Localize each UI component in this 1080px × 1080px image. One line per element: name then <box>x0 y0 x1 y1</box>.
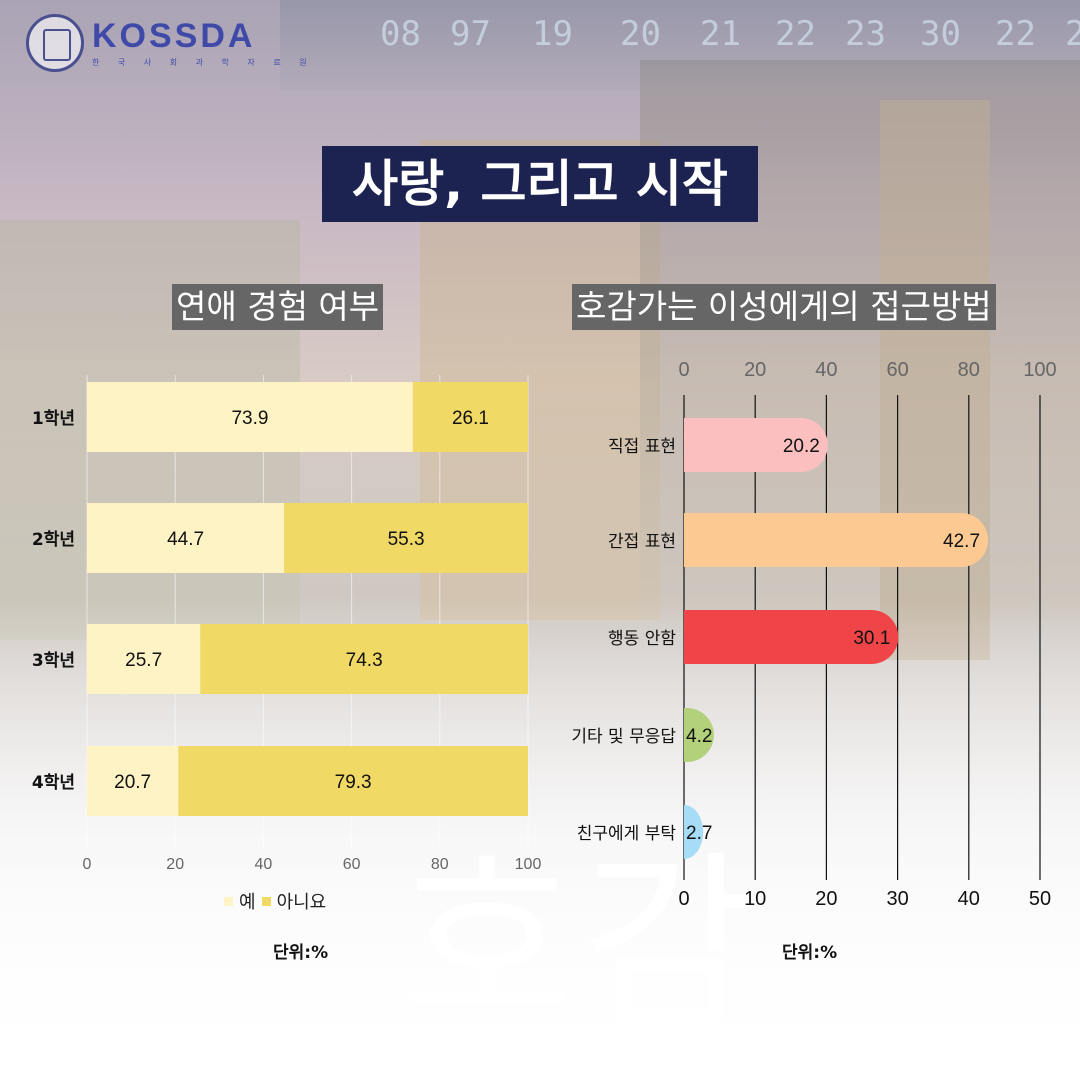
right-bar <box>684 418 828 472</box>
right-top-tick: 100 <box>1023 359 1056 381</box>
right-x-tick: 50 <box>1029 888 1051 910</box>
bar-segment-no <box>178 746 529 816</box>
background-number: 22 <box>995 14 1036 54</box>
bar-segment-no <box>200 624 528 694</box>
legend-swatch-no <box>261 896 271 906</box>
right-x-tick: 30 <box>886 888 908 910</box>
bar-label-yes: 73.9 <box>231 408 268 429</box>
background-number: 19 <box>532 14 573 54</box>
right-bar-value: 42.7 <box>943 531 980 552</box>
left-x-tick: 100 <box>515 856 542 873</box>
right-bar <box>684 708 714 762</box>
background-watermark: 호감 <box>400 834 762 1055</box>
category-label: 2학년 <box>32 530 75 550</box>
right-category-label: 행동 안함 <box>608 629 676 649</box>
left-chart-unit: 단위:% <box>273 943 329 963</box>
left-x-tick: 20 <box>166 856 184 873</box>
left-x-tick: 60 <box>343 856 361 873</box>
right-x-tick: 10 <box>744 888 766 910</box>
right-bar-value: 2.7 <box>686 823 712 844</box>
right-category-label: 직접 표현 <box>608 437 676 457</box>
bar-label-yes: 25.7 <box>125 650 162 671</box>
kossda-seal-icon <box>26 14 84 72</box>
background-number: 30 <box>920 14 961 54</box>
background-number: 21 <box>700 14 741 54</box>
background-number-strip: 08 97 19 20 21 22 23 30 22 28 <box>280 0 1080 90</box>
right-chart-title: 호감가는 이성에게의 접근방법 <box>572 284 996 330</box>
bar-segment-no <box>412 382 528 452</box>
right-top-tick: 20 <box>744 359 766 381</box>
bar-label-yes: 44.7 <box>167 529 204 550</box>
background-number: 23 <box>845 14 886 54</box>
left-x-tick: 40 <box>255 856 273 873</box>
kossda-logo: KOSSDA 한 국 사 회 과 학 자 료 원 <box>26 14 315 72</box>
bar-segment-yes <box>87 382 413 452</box>
bar-label-no: 74.3 <box>346 650 383 671</box>
right-bar-value: 20.2 <box>783 436 820 457</box>
right-top-tick: 0 <box>678 359 689 381</box>
bar-label-no: 79.3 <box>335 772 372 793</box>
bar-segment-no <box>284 503 528 573</box>
right-x-tick: 20 <box>815 888 837 910</box>
left-chart-legend: 예 아니요 <box>224 888 326 914</box>
bar-segment-yes <box>87 624 201 694</box>
background-number: 20 <box>620 14 661 54</box>
bar-label-no: 26.1 <box>452 408 489 429</box>
background-number: 97 <box>450 14 491 54</box>
page-title: 사랑, 그리고 시작 <box>322 146 758 222</box>
right-bar-value: 4.2 <box>686 726 712 747</box>
right-bar <box>684 513 989 567</box>
right-x-tick: 40 <box>958 888 980 910</box>
background-number: 08 <box>380 14 421 54</box>
bar-label-no: 55.3 <box>388 529 425 550</box>
bar-segment-yes <box>87 503 285 573</box>
logo-name: KOSSDA <box>92 16 256 55</box>
category-label: 3학년 <box>32 651 75 671</box>
right-bar-value: 30.1 <box>853 628 890 649</box>
right-top-tick: 40 <box>815 359 837 381</box>
bar-segment-yes <box>87 746 179 816</box>
right-top-tick: 60 <box>886 359 908 381</box>
category-label: 1학년 <box>32 409 75 429</box>
right-category-label: 친구에게 부탁 <box>577 824 677 844</box>
right-bar <box>684 610 899 664</box>
left-x-tick: 80 <box>431 856 449 873</box>
category-label: 4학년 <box>32 773 75 793</box>
bar-label-yes: 20.7 <box>114 772 151 793</box>
left-chart-title: 연애 경험 여부 <box>172 284 384 330</box>
right-category-label: 간접 표현 <box>608 532 676 552</box>
left-x-tick: 0 <box>83 856 92 873</box>
legend-item-yes: 예 <box>224 888 256 914</box>
background-number: 28 <box>1065 14 1080 54</box>
right-x-tick: 0 <box>678 888 689 910</box>
right-bar <box>684 805 704 859</box>
background-number: 22 <box>775 14 816 54</box>
legend-label-yes: 예 <box>239 892 256 913</box>
legend-swatch-yes <box>224 896 233 906</box>
right-category-label: 기타 및 무응답 <box>571 727 676 747</box>
right-top-tick: 80 <box>958 359 980 381</box>
legend-item-no: 아니요 <box>261 888 327 914</box>
legend-label-no: 아니요 <box>276 892 327 913</box>
right-chart-unit: 단위:% <box>782 943 838 963</box>
logo-subtitle: 한 국 사 회 과 학 자 료 원 <box>92 57 315 67</box>
